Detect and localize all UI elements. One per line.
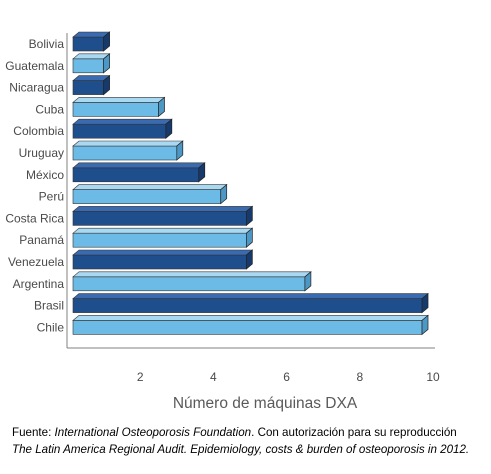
bar-end-face <box>421 292 429 314</box>
category-label: Brasil <box>34 299 64 313</box>
bar-front-face <box>72 58 104 74</box>
bar-front-face <box>72 167 200 183</box>
bar-top-face <box>72 184 228 190</box>
bar-top-face <box>72 206 254 212</box>
bar-end-face <box>304 271 312 292</box>
bar-top-face <box>72 162 206 169</box>
bar-front-face <box>72 189 222 204</box>
x-tick-label: 4 <box>210 370 217 384</box>
x-tick-label: 6 <box>283 370 290 384</box>
category-label: Uruguay <box>19 146 64 160</box>
bar-end-face <box>220 183 228 205</box>
category-label: Perú <box>39 190 64 204</box>
bar-13 <box>72 292 429 314</box>
bar-6 <box>72 140 184 161</box>
bar-top-face <box>72 271 312 278</box>
bar-end-face <box>176 140 184 161</box>
bar-front-face <box>72 102 159 117</box>
bar-end-face <box>103 74 110 96</box>
bar-8 <box>72 183 228 205</box>
bar-end-face <box>158 96 165 118</box>
bar-5 <box>72 118 173 139</box>
figure-caption: Fuente: International Osteoporosis Found… <box>12 424 488 458</box>
bar-9 <box>72 205 254 227</box>
category-label: Chile <box>37 320 65 334</box>
bar-top-face <box>72 293 429 299</box>
bar-chart: Bolivia Guatemala Nicaragua Cuba Colombia Uru… <box>5 31 440 412</box>
bar-end-face <box>103 31 110 52</box>
bar-top-face <box>72 97 166 103</box>
bar-end-face <box>245 205 253 227</box>
category-label: Bolivia <box>29 37 65 51</box>
bar-end-face <box>103 53 110 74</box>
bar-front-face <box>72 36 104 52</box>
bar-2 <box>72 53 111 74</box>
bar-front-face <box>72 123 167 139</box>
bar-front-face <box>72 80 104 95</box>
x-tick-label: 10 <box>426 370 440 384</box>
x-axis-title: Número de máquinas DXA <box>173 395 358 412</box>
bar-end-face <box>421 314 429 336</box>
bar-end-face <box>165 118 173 139</box>
caption-line-2: The Latin America Regional Audit. Epidem… <box>12 441 488 458</box>
category-label: Cuba <box>35 102 64 116</box>
bar-top-face <box>72 249 254 256</box>
bar-11 <box>72 249 254 270</box>
category-label: Colombia <box>13 124 64 138</box>
bar-front-face <box>72 276 306 292</box>
bar-front-face <box>72 298 423 313</box>
bar-front-face <box>72 320 423 335</box>
bar-front-face <box>72 254 247 270</box>
caption-suffix: . Con autorización para su reproducción <box>251 426 457 439</box>
bar-top-face <box>72 315 429 321</box>
bar-end-face <box>245 227 253 248</box>
caption-line-1: Fuente: International Osteoporosis Found… <box>12 424 488 441</box>
bar-14 <box>72 314 429 336</box>
caption-source: International Osteoporosis Foundation <box>54 426 252 439</box>
category-label: México <box>26 168 64 182</box>
category-label: Argentina <box>13 277 65 291</box>
x-tick-label: 2 <box>137 370 144 384</box>
bar-3 <box>72 74 111 96</box>
x-tick-label: 8 <box>356 370 363 384</box>
bar-12 <box>72 271 312 292</box>
bar-front-face <box>72 211 247 226</box>
bar-end-face <box>198 162 206 183</box>
category-label: Guatemala <box>5 59 64 73</box>
bar-7 <box>72 162 206 183</box>
chart-area: Bolivia Guatemala Nicaragua Cuba Colombia Uru… <box>5 31 440 412</box>
caption-reference: The Latin America Regional Audit. Epidem… <box>12 443 470 456</box>
category-label: Costa Rica <box>5 211 64 225</box>
bar-1 <box>72 31 111 52</box>
category-label: Nicaragua <box>9 81 64 95</box>
bar-4 <box>72 96 166 118</box>
caption-prefix: Fuente: <box>12 426 55 439</box>
category-label: Venezuela <box>8 255 64 269</box>
bar-end-face <box>245 249 253 270</box>
bar-10 <box>72 227 254 248</box>
bar-front-face <box>72 145 178 161</box>
bar-top-face <box>72 118 173 125</box>
bar-front-face <box>72 232 247 248</box>
bar-top-face <box>72 140 184 147</box>
category-label: Panamá <box>19 233 64 247</box>
bar-top-face <box>72 227 254 234</box>
